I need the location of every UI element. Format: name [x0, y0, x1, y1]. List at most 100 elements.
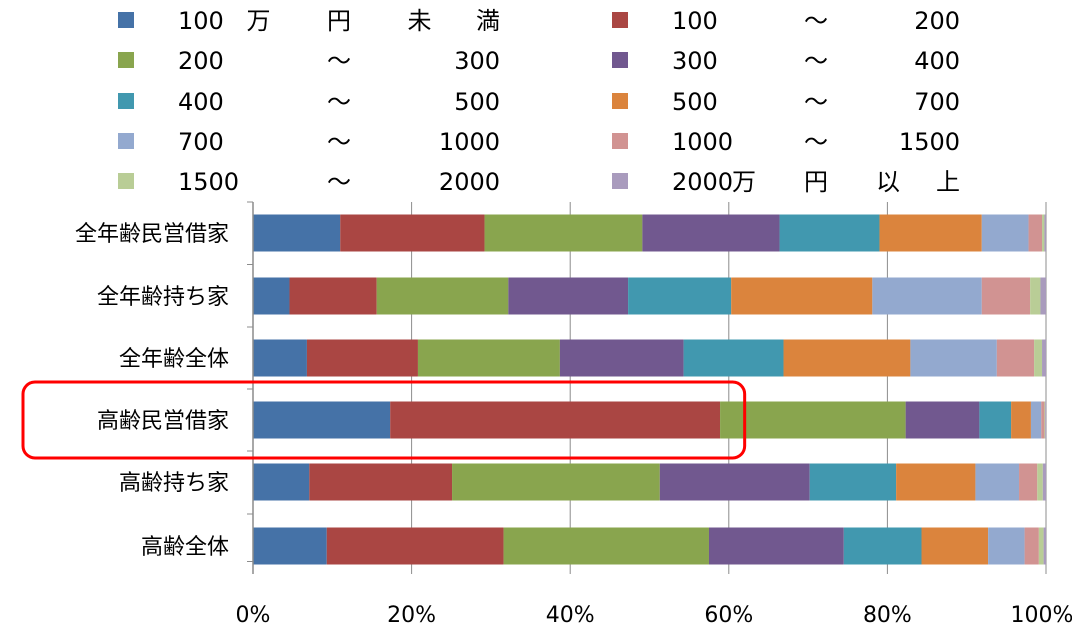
- bar-segment: [306, 339, 418, 377]
- bar-segment: [1041, 401, 1045, 439]
- legend-label: 100 万円未満: [178, 7, 500, 35]
- bar-segment: [253, 401, 391, 439]
- bar-segment: [905, 401, 980, 439]
- bar-segment: [981, 214, 1029, 252]
- category-label: 高齢全体: [141, 535, 229, 560]
- category-label: 高齢持ち家: [119, 471, 229, 496]
- bar-segment: [503, 527, 709, 565]
- bar-segment: [1030, 401, 1042, 439]
- legend-label: 100 ～ 200: [672, 7, 960, 35]
- x-tick-label: 40%: [546, 603, 595, 628]
- bar-segment: [779, 214, 880, 252]
- x-tick-label: 20%: [387, 603, 436, 628]
- category-label: 全年齢民営借家: [75, 222, 229, 247]
- bar-segment: [879, 214, 982, 252]
- bar-segment: [910, 339, 997, 377]
- axis: [247, 201, 254, 574]
- bar-segment: [1030, 277, 1041, 315]
- bar-segment: [326, 527, 504, 565]
- bar-segment: [1044, 401, 1046, 439]
- bar-segment: [1028, 214, 1043, 252]
- bar-segment: [1043, 527, 1046, 565]
- legend-label: 300 ～ 400: [672, 47, 960, 75]
- bar-segment: [253, 527, 327, 565]
- category-label: 高齢民営借家: [97, 409, 229, 434]
- legend-swatch: [612, 12, 628, 28]
- bar-segment: [731, 277, 873, 315]
- legend-swatch: [118, 173, 134, 189]
- bar-segment: [809, 463, 897, 501]
- bar-segment: [981, 277, 1031, 315]
- bar-segment: [390, 401, 721, 439]
- x-tick-label: 0%: [236, 603, 271, 628]
- bar-segment: [1045, 401, 1046, 439]
- bar-segment: [1044, 214, 1046, 252]
- x-tick-label: 60%: [704, 603, 753, 628]
- legend-label: 400 ～ 500: [178, 88, 500, 116]
- highlight: [21, 380, 747, 460]
- bar-segment: [1042, 339, 1046, 377]
- bar-segment: [559, 339, 684, 377]
- bar-segment: [988, 527, 1025, 565]
- bar-segment: [340, 214, 485, 252]
- bar-segment: [921, 527, 989, 565]
- bar-segment: [996, 339, 1035, 377]
- bar-segment: [417, 339, 560, 377]
- bar-segment: [484, 214, 643, 252]
- bar-segment: [1011, 401, 1031, 439]
- x-tick-label: 80%: [863, 603, 912, 628]
- bar-segment: [253, 339, 307, 377]
- bar-segment: [1042, 214, 1045, 252]
- bars: [253, 214, 1046, 565]
- legend-swatch: [612, 52, 628, 68]
- legend-swatch: [118, 133, 134, 149]
- legend-swatch: [612, 133, 628, 149]
- legend-label: 2000万円以上: [672, 168, 960, 196]
- legend: 100 万円未満 100 ～ 200 200 ～ 300 300 ～ 400 400 ～ 500 500 ～ 7…: [118, 7, 960, 196]
- legend-label: 1000 ～ 1500: [672, 128, 960, 156]
- bar-segment: [896, 463, 976, 501]
- category-label: 全年齢持ち家: [97, 285, 229, 310]
- bar-segment: [1037, 463, 1043, 501]
- legend-label: 200 ～ 300: [178, 47, 500, 75]
- bar-segment: [975, 463, 1020, 501]
- x-tick-label: 100%: [1011, 603, 1072, 628]
- legend-swatch: [612, 93, 628, 109]
- bar-segment: [289, 277, 377, 315]
- category-label: 全年齢全体: [119, 347, 229, 372]
- bar-segment: [720, 401, 906, 439]
- bar-segment: [659, 463, 810, 501]
- bar-segment: [708, 527, 844, 565]
- tick-labels: 0% 20% 40% 60% 80% 100%: [236, 603, 1072, 628]
- legend-swatch: [612, 173, 628, 189]
- bar-segment: [508, 277, 629, 315]
- legend-swatch: [118, 12, 134, 28]
- bar-segment: [843, 527, 922, 565]
- bar-segment: [1040, 277, 1046, 315]
- bar-segment: [253, 277, 290, 315]
- bar-segment: [253, 214, 341, 252]
- bar-segment: [376, 277, 509, 315]
- legend-label: 1500 ～ 2000: [178, 168, 500, 196]
- legend-label: 500 ～ 700: [672, 88, 960, 116]
- bar-segment: [783, 339, 911, 377]
- bar-segment: [642, 214, 780, 252]
- legend-label: 700 ～ 1000: [178, 128, 500, 156]
- highlight-box: [21, 380, 747, 460]
- bar-segment: [309, 463, 453, 501]
- bar-segment: [683, 339, 784, 377]
- legend-swatch: [118, 93, 134, 109]
- bar-segment: [452, 463, 660, 501]
- bar-segment: [1024, 527, 1039, 565]
- legend-swatch: [118, 52, 134, 68]
- gridlines: [252, 202, 1047, 574]
- bar-segment: [872, 277, 982, 315]
- bar-segment: [628, 277, 732, 315]
- bar-segment: [253, 463, 310, 501]
- bar-segment: [1038, 527, 1044, 565]
- bar-segment: [1042, 463, 1046, 501]
- bar-segment: [1034, 339, 1043, 377]
- bar-segment: [979, 401, 1012, 439]
